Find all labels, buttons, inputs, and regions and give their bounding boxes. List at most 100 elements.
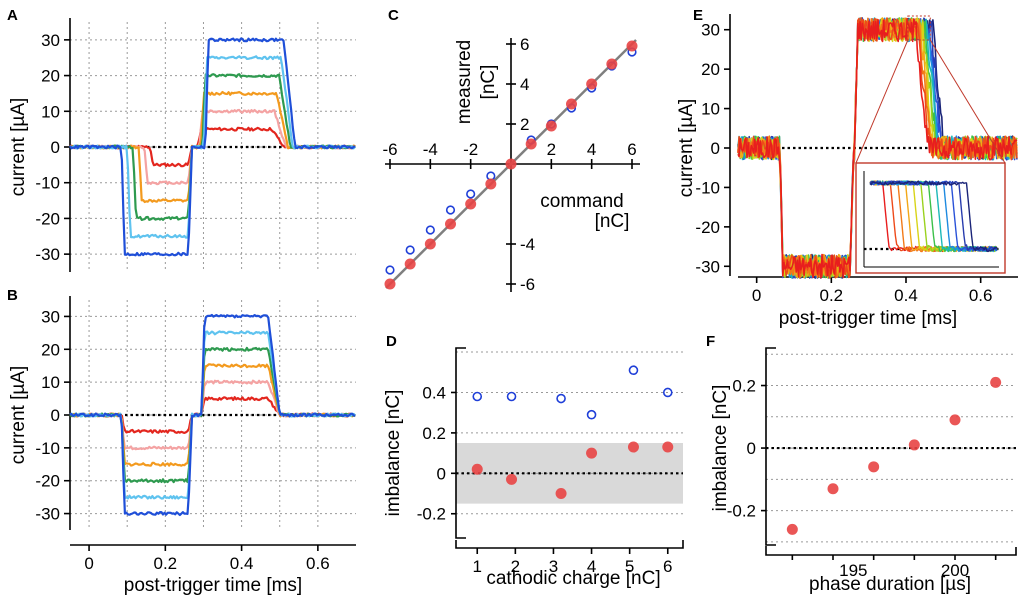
y-tick-label: 0 xyxy=(437,464,446,483)
data-point-filled xyxy=(626,40,638,52)
data-point-open xyxy=(506,391,517,402)
x-tick-label: 200 xyxy=(941,561,969,580)
y-tick-label: 30 xyxy=(41,307,60,326)
data-point-filled xyxy=(506,473,518,485)
panel-a-chart: 30 20 10 0 -10 -20 -30 current [µA] xyxy=(8,18,357,272)
data-point-filled xyxy=(404,258,416,270)
panel-e-chart: 30 20 10 0 -10 -20 -30 current [µA] 0 0.2 0.4 0.6 po… xyxy=(676,14,1018,329)
y-tick-label: -4 xyxy=(520,235,535,254)
y-tick-label: 0 xyxy=(747,439,756,458)
data-point-open xyxy=(425,225,435,235)
x-tick-label: -2 xyxy=(463,140,478,159)
y-tick-label: -0.2 xyxy=(727,502,756,521)
data-point-filled xyxy=(566,98,577,110)
data-point-filled xyxy=(827,483,839,495)
y-tick-label: -6 xyxy=(520,275,535,294)
panel-label-C: C xyxy=(388,7,399,24)
y-tick-label: 0.2 xyxy=(732,377,756,396)
x-tick-label: 0 xyxy=(752,286,761,305)
y-tick-label: 20 xyxy=(41,67,60,86)
data-point-filled xyxy=(908,439,920,451)
data-point-filled xyxy=(384,278,396,290)
data-point-filled xyxy=(424,238,436,250)
zoom-marker xyxy=(907,15,931,41)
x-axis-label: cathodic charge [nC] xyxy=(486,568,660,589)
data-point-filled xyxy=(555,488,567,500)
panel-label-F: F xyxy=(706,333,715,350)
x-tick-label: 4 xyxy=(587,140,596,159)
y-axis-label: imbalance [nC] xyxy=(383,390,404,517)
data-point-filled xyxy=(586,447,598,459)
data-point-open xyxy=(628,365,639,376)
y-tick-label: -10 xyxy=(695,178,720,197)
x-tick-label: 6 xyxy=(627,140,636,159)
series-line-6 xyxy=(69,37,356,257)
y-axis-line xyxy=(765,347,776,546)
y-tick-label: 2 xyxy=(520,115,529,134)
x-tick-label: 3 xyxy=(549,557,558,576)
x-axis-line xyxy=(455,540,684,549)
data-point-open xyxy=(556,393,566,404)
x-tick-label: 0.2 xyxy=(820,286,844,305)
x-tick-label: -6 xyxy=(382,140,397,159)
data-point-filled xyxy=(505,158,517,170)
y-tick-label: 10 xyxy=(41,373,60,392)
panel-d-chart: 0.4 0.2 0 -0.2 1 2 3 4 5 6 imbalance [nC] cathodic … xyxy=(383,347,684,589)
x-tick-label: 6 xyxy=(663,557,672,576)
x-tick-label: 1 xyxy=(473,557,482,576)
data-point-open xyxy=(385,265,395,275)
data-point-filled xyxy=(990,376,1002,388)
y-tick-label: 10 xyxy=(701,100,720,119)
y-tick-label: -0.2 xyxy=(417,505,446,524)
y-tick-label: 20 xyxy=(701,60,720,79)
panel-label-D: D xyxy=(386,333,397,350)
y-tick-label: 10 xyxy=(41,102,60,121)
x-tick-label: -4 xyxy=(423,140,438,159)
y-axis-label: current [µA] xyxy=(8,366,29,465)
data-point-open xyxy=(466,189,476,199)
y-tick-label: 0 xyxy=(711,139,720,158)
data-point-open xyxy=(405,245,415,255)
y-axis-line xyxy=(455,347,466,539)
x-tick-label: 0.4 xyxy=(230,554,254,573)
data-point-filled xyxy=(949,414,961,426)
data-point-filled xyxy=(525,138,537,150)
y-tick-label: 6 xyxy=(520,35,529,54)
y-tick-label: -10 xyxy=(35,174,60,193)
data-point-open xyxy=(445,205,456,215)
x-axis-label: phase duration [µs] xyxy=(809,574,971,595)
x-tick-label: 0 xyxy=(84,554,93,573)
data-point-filled xyxy=(662,441,674,453)
y-tick-label: 20 xyxy=(41,340,60,359)
y-tick-label: 30 xyxy=(41,31,60,50)
x-axis-line xyxy=(765,546,1017,556)
data-point-open xyxy=(662,387,673,398)
data-point-filled xyxy=(868,461,880,473)
panel-label-A: A xyxy=(7,7,18,24)
inset-frame xyxy=(855,162,1006,274)
y-tick-label: -30 xyxy=(695,257,720,276)
x-axis-label: post-trigger time [ms] xyxy=(124,575,302,596)
data-point-open xyxy=(586,409,597,420)
y-tick-label: -30 xyxy=(35,245,60,264)
y-tick-label: -10 xyxy=(35,439,60,458)
y-tick-label: 0 xyxy=(51,138,60,157)
y-axis-label: current [µA] xyxy=(676,99,697,198)
panel-label-B: B xyxy=(7,287,18,304)
panel-b-chart: 30 20 10 0 -10 -20 -30 current [µA] 0 0.2 0.4 0.6po… xyxy=(8,296,357,596)
x-tick-label: 0.6 xyxy=(969,286,993,305)
data-point-filled xyxy=(445,218,456,230)
x-tick-label: 195 xyxy=(839,561,867,580)
x-tick-label: 2 xyxy=(511,557,520,576)
data-point-filled xyxy=(465,198,477,210)
data-point-filled xyxy=(627,441,639,453)
x-tick-label: 5 xyxy=(625,557,634,576)
y-tick-label: -30 xyxy=(35,505,60,524)
data-point-filled xyxy=(545,120,557,132)
x-tick-label: 2 xyxy=(547,140,556,159)
data-point-filled xyxy=(471,463,483,475)
y-axis-label-line1: measured xyxy=(454,40,475,125)
data-point-filled xyxy=(485,178,497,190)
x-axis-label-line1: command xyxy=(540,191,623,212)
